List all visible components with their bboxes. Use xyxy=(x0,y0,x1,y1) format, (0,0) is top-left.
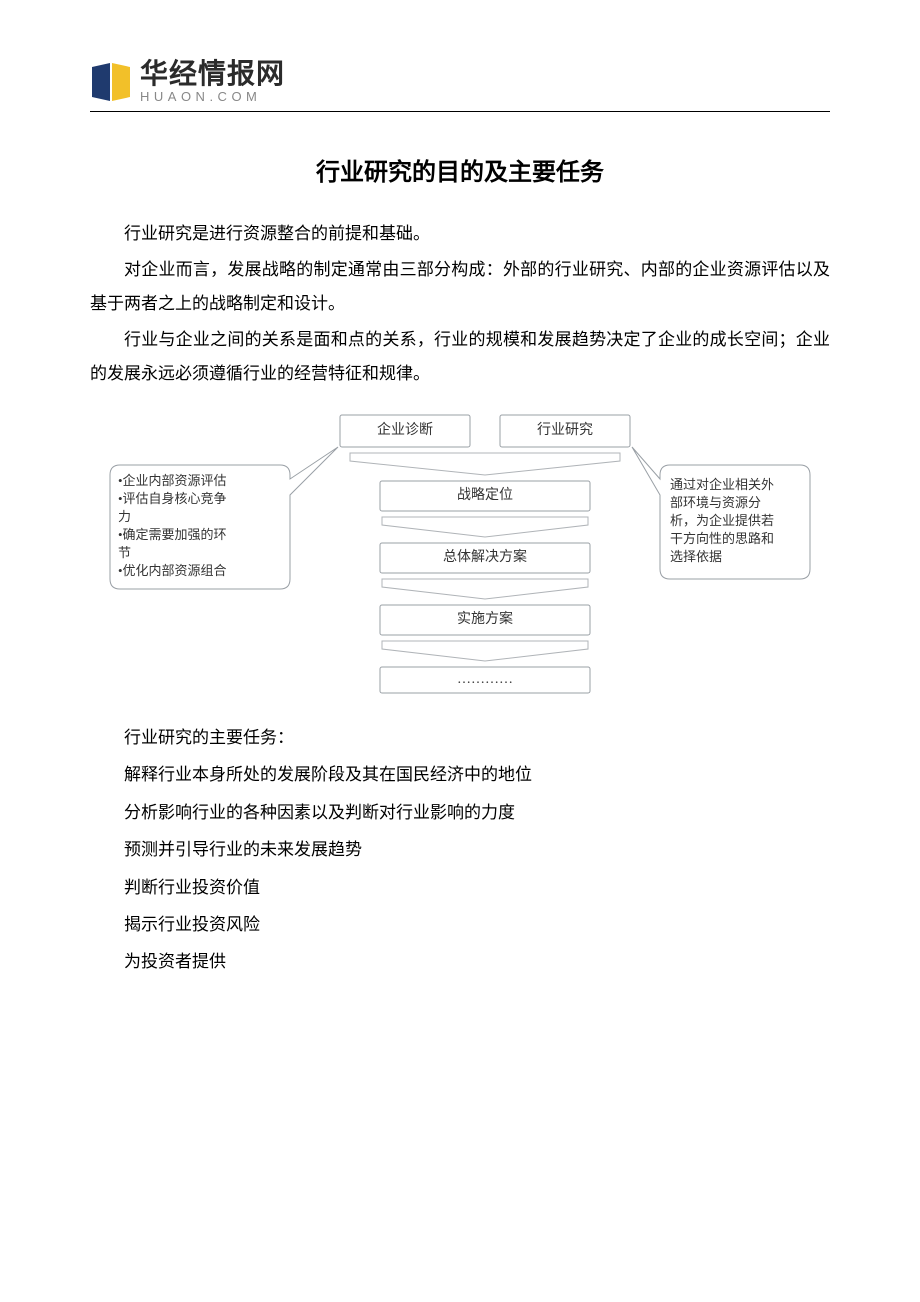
right-callout-line-5: 选择依据 xyxy=(670,549,722,564)
page-title: 行业研究的目的及主要任务 xyxy=(90,152,830,187)
diagram-node-overall-solution: 总体解决方案 xyxy=(443,548,527,565)
right-callout-line-1: 通过对企业相关外 xyxy=(670,477,774,492)
right-callout-line-3: 析，为企业提供若 xyxy=(670,513,774,528)
left-callout-line-4: •确定需要加强的环 xyxy=(118,527,227,542)
right-callout-line-2: 部环境与资源分 xyxy=(670,495,761,510)
task-item-4: 判断行业投资价值 xyxy=(124,869,830,906)
logo-cn-text: 华经情报网 xyxy=(140,60,285,88)
right-callout-line-4: 干方向性的思路和 xyxy=(670,531,774,546)
diagram-node-strategy-pos: 战略定位 xyxy=(457,487,513,503)
paragraph-1: 行业研究是进行资源整合的前提和基础。 xyxy=(90,217,830,251)
left-callout-line-3: 力 xyxy=(118,509,131,524)
logo-en-text: HUAON.COM xyxy=(140,90,285,103)
task-item-3: 预测并引导行业的未来发展趋势 xyxy=(124,831,830,868)
diagram-node-ellipsis: ………… xyxy=(457,672,513,687)
strategy-diagram: 企业诊断 行业研究 战略定位 总体解决方案 实施方案 ………… •企业内部资源评… xyxy=(100,409,820,699)
paragraph-2: 对企业而言，发展战略的制定通常由三部分构成：外部的行业研究、内部的企业资源评估以… xyxy=(90,253,830,321)
left-callout-line-2: •评估自身核心竞争 xyxy=(118,491,227,506)
tasks-heading: 行业研究的主要任务： xyxy=(124,719,830,756)
logo-text: 华经情报网 HUAON.COM xyxy=(140,60,285,103)
task-item-6: 为投资者提供 xyxy=(124,943,830,980)
task-item-2: 分析影响行业的各种因素以及判断对行业影响的力度 xyxy=(124,794,830,831)
left-callout-line-5: 节 xyxy=(118,545,131,560)
paragraph-3: 行业与企业之间的关系是面和点的关系，行业的规模和发展趋势决定了企业的成长空间；企… xyxy=(90,323,830,391)
left-callout-line-6: •优化内部资源组合 xyxy=(118,563,227,578)
header-logo: 华经情报网 HUAON.COM xyxy=(90,60,830,112)
diagram-node-impl-plan: 实施方案 xyxy=(457,610,513,627)
left-callout-line-1: •企业内部资源评估 xyxy=(118,473,227,488)
diagram-node-industry-research: 行业研究 xyxy=(537,422,593,438)
diagram-node-enterprise-diag: 企业诊断 xyxy=(377,421,433,438)
task-item-5: 揭示行业投资风险 xyxy=(124,906,830,943)
task-item-1: 解释行业本身所处的发展阶段及其在国民经济中的地位 xyxy=(124,756,830,793)
logo-mark-icon xyxy=(90,61,132,103)
